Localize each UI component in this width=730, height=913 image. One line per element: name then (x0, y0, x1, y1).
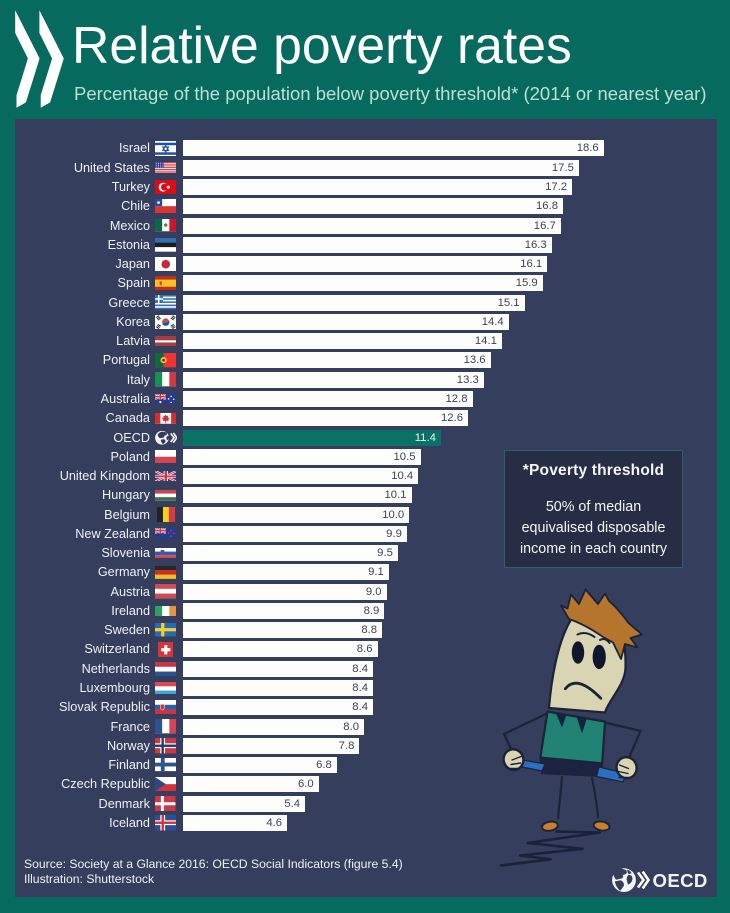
svg-text:OECD: OECD (653, 870, 708, 891)
